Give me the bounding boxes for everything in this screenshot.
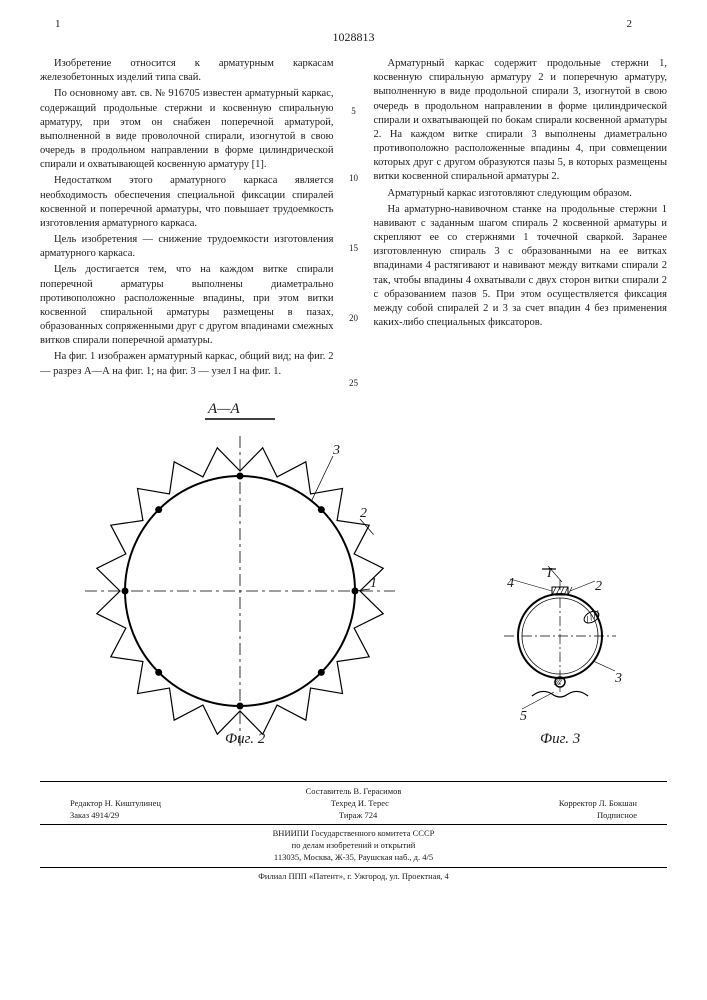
ref-label-2b: 2 — [595, 579, 602, 595]
para: На фиг. 1 изображен арматурный каркас, о… — [40, 350, 334, 378]
para: Арматурный каркас содержит продольные ст… — [374, 57, 668, 185]
ref-label-3: 3 — [333, 443, 340, 459]
imprint-corrector: Корректор Л. Бокшан — [559, 798, 637, 810]
para: Цель достигается тем, что на каждом витк… — [40, 263, 334, 348]
ref-label-5: 5 — [520, 709, 527, 725]
line-number: 25 — [348, 377, 360, 389]
para: Недостатком этого арматурного каркаса яв… — [40, 174, 334, 231]
imprint-sub: Подписное — [597, 810, 637, 822]
imprint-org1: ВНИИПИ Государственного комитета СССР — [40, 828, 667, 840]
imprint-addr1: 113035, Москва, Ж-35, Раушская наб., д. … — [40, 852, 667, 864]
imprint-techred: Техред И. Терес — [331, 798, 389, 810]
imprint-addr2: Филиал ППП «Патент», г. Ужгород, ул. Про… — [40, 871, 667, 883]
right-column: Арматурный каркас содержит продольные ст… — [374, 57, 668, 381]
figure-2-svg — [40, 411, 440, 771]
ref-label-2: 2 — [360, 506, 367, 522]
imprint-editor: Редактор Н. Киштулинец — [70, 798, 161, 810]
left-column: Изобретение относится к арматурным карка… — [40, 57, 334, 381]
para: На арматурно-навивочном станке на продол… — [374, 203, 668, 331]
line-number: 20 — [348, 312, 360, 324]
ref-label-1: 1 — [370, 576, 377, 592]
imprint-order: Заказ 4914/29 — [70, 810, 119, 822]
ref-label-3b: 3 — [615, 671, 622, 687]
figure-2-label: Фиг. 2 — [225, 731, 265, 748]
line-number: 5 — [348, 105, 360, 117]
figures-area: А—А 3 2 1 Фиг. 2 4 I 2 3 5 Фиг. 3 — [40, 401, 667, 771]
page-number-right: 2 — [627, 18, 633, 30]
document-number: 1028813 — [40, 30, 667, 45]
line-number: 10 — [348, 172, 360, 184]
imprint-tirazh: Тираж 724 — [339, 810, 377, 822]
figure-3-svg — [460, 551, 660, 751]
body-columns: Изобретение относится к арматурным карка… — [40, 57, 667, 381]
ref-label-I: I — [547, 566, 552, 582]
imprint-compiler: Составитель В. Герасимов — [40, 786, 667, 798]
page-number-left: 1 — [55, 18, 61, 30]
imprint-block: Составитель В. Герасимов Редактор Н. Киш… — [40, 781, 667, 883]
line-number: 15 — [348, 242, 360, 254]
figure-3-label: Фиг. 3 — [540, 731, 580, 748]
para: Арматурный каркас изготовляют следующим … — [374, 187, 668, 201]
ref-label-4: 4 — [507, 576, 514, 592]
para: Изобретение относится к арматурным карка… — [40, 57, 334, 85]
para: Цель изобретения — снижение трудоемкости… — [40, 233, 334, 261]
para: По основному авт. св. № 916705 известен … — [40, 87, 334, 172]
imprint-org2: по делам изобретений и открытий — [40, 840, 667, 852]
